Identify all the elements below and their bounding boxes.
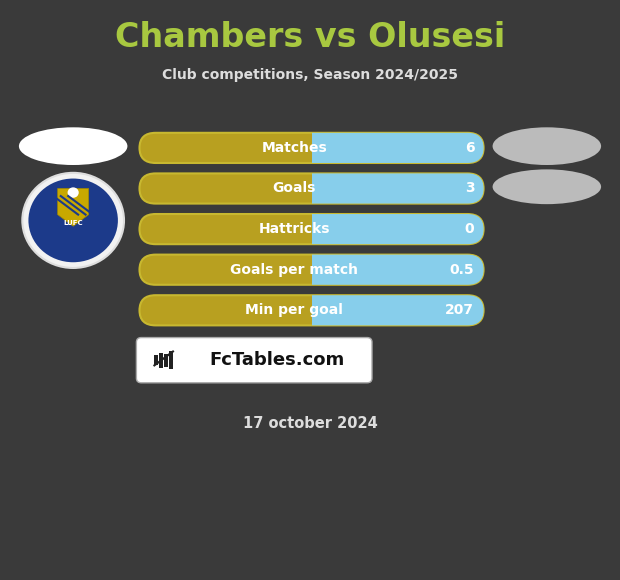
FancyBboxPatch shape [296,255,484,285]
Polygon shape [58,188,89,226]
Text: 3: 3 [464,182,474,195]
Text: Matches: Matches [262,141,327,155]
Ellipse shape [493,169,601,204]
FancyBboxPatch shape [296,173,484,204]
Circle shape [68,187,79,198]
Text: Min per goal: Min per goal [246,303,343,317]
Ellipse shape [493,128,601,165]
Text: 207: 207 [445,303,474,317]
Circle shape [29,179,118,262]
Text: 6: 6 [464,141,474,155]
Text: 0.5: 0.5 [450,263,474,277]
Bar [164,354,168,367]
Text: Club competitions, Season 2024/2025: Club competitions, Season 2024/2025 [162,68,458,82]
FancyBboxPatch shape [136,338,372,383]
FancyBboxPatch shape [140,214,484,244]
Text: Chambers vs Olusesi: Chambers vs Olusesi [115,21,505,54]
FancyBboxPatch shape [140,173,484,204]
FancyBboxPatch shape [140,133,484,163]
FancyBboxPatch shape [296,295,484,325]
Text: Hattricks: Hattricks [259,222,330,236]
Bar [159,353,163,368]
Text: Goals: Goals [273,182,316,195]
FancyBboxPatch shape [140,295,484,325]
Ellipse shape [19,128,128,165]
Bar [169,351,173,369]
Text: LUFC: LUFC [63,220,83,226]
Bar [154,355,158,365]
FancyBboxPatch shape [296,133,484,163]
FancyBboxPatch shape [296,214,484,244]
Text: 17 october 2024: 17 october 2024 [242,416,378,431]
Text: FcTables.com: FcTables.com [210,351,345,369]
Circle shape [22,173,124,268]
FancyBboxPatch shape [140,255,484,285]
Text: Goals per match: Goals per match [231,263,358,277]
Text: 0: 0 [464,222,474,236]
